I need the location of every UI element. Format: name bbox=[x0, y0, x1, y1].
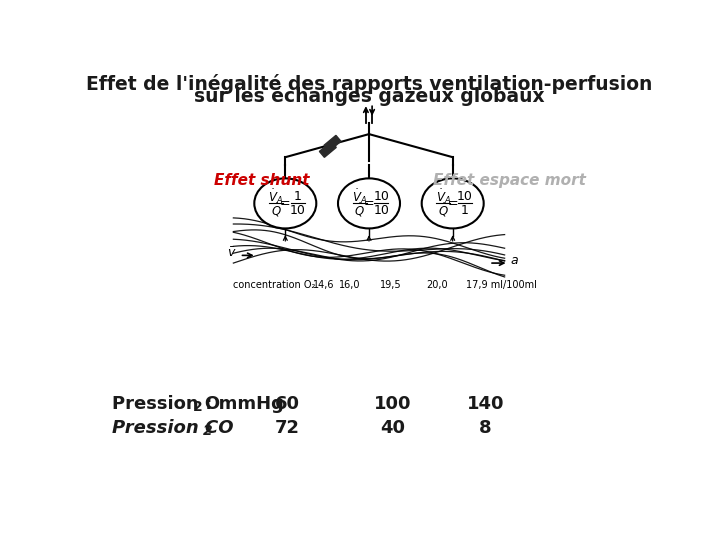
Text: 72: 72 bbox=[275, 419, 300, 437]
Text: 19,5: 19,5 bbox=[380, 280, 402, 290]
Text: Effet shunt: Effet shunt bbox=[214, 173, 310, 188]
Text: $\bar{v}$: $\bar{v}$ bbox=[227, 246, 237, 260]
Text: 2: 2 bbox=[203, 424, 213, 438]
Text: a: a bbox=[510, 254, 518, 267]
Ellipse shape bbox=[422, 178, 484, 228]
Text: $\dot{V}_A$: $\dot{V}_A$ bbox=[436, 187, 451, 206]
Text: 10: 10 bbox=[289, 204, 305, 217]
Text: $\dot{Q}$: $\dot{Q}$ bbox=[438, 201, 449, 219]
Text: $\dot{Q}$: $\dot{Q}$ bbox=[354, 201, 365, 219]
Text: 10: 10 bbox=[374, 204, 390, 217]
Text: 10: 10 bbox=[374, 190, 390, 203]
Text: 10: 10 bbox=[457, 190, 473, 203]
Text: $\dot{V}_A$: $\dot{V}_A$ bbox=[352, 187, 367, 206]
Text: =: = bbox=[364, 197, 374, 210]
Text: Effet espace mort: Effet espace mort bbox=[433, 173, 585, 188]
Text: Pression O: Pression O bbox=[112, 395, 220, 413]
Bar bbox=[320, 141, 336, 157]
Ellipse shape bbox=[338, 178, 400, 228]
Text: 8: 8 bbox=[479, 419, 492, 437]
Ellipse shape bbox=[254, 178, 316, 228]
Text: 1: 1 bbox=[462, 204, 469, 217]
Text: $\dot{V}_A$: $\dot{V}_A$ bbox=[269, 187, 284, 206]
Text: 140: 140 bbox=[467, 395, 504, 413]
Text: 20,0: 20,0 bbox=[426, 280, 448, 290]
Text: 16,0: 16,0 bbox=[339, 280, 361, 290]
Text: 1: 1 bbox=[294, 190, 302, 203]
Text: 17,9 ml/100ml: 17,9 ml/100ml bbox=[466, 280, 536, 290]
Text: concentration O₂: concentration O₂ bbox=[233, 280, 316, 290]
Text: Effet de l'inégalité des rapports ventilation-perfusion: Effet de l'inégalité des rapports ventil… bbox=[86, 74, 652, 94]
Text: 14,6: 14,6 bbox=[313, 280, 335, 290]
Text: 100: 100 bbox=[374, 395, 411, 413]
Text: Pression CO: Pression CO bbox=[112, 419, 233, 437]
Text: =: = bbox=[447, 197, 458, 210]
Text: 2: 2 bbox=[193, 400, 203, 414]
Bar bbox=[324, 136, 341, 151]
Text: $\dot{Q}$: $\dot{Q}$ bbox=[271, 201, 282, 219]
Text: 40: 40 bbox=[379, 419, 405, 437]
Text: 60: 60 bbox=[275, 395, 300, 413]
Text: : mmHg: : mmHg bbox=[199, 395, 284, 413]
Text: =: = bbox=[280, 197, 291, 210]
Text: sur les échanges gazeux globaux: sur les échanges gazeux globaux bbox=[194, 86, 544, 106]
